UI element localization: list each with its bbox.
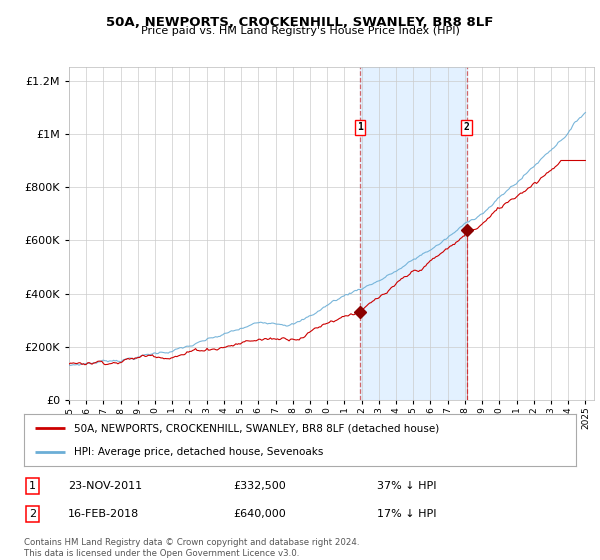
Bar bbox=[360, 67, 467, 400]
Text: £640,000: £640,000 bbox=[234, 509, 287, 519]
Text: Price paid vs. HM Land Registry's House Price Index (HPI): Price paid vs. HM Land Registry's House … bbox=[140, 26, 460, 36]
Text: 23-NOV-2011: 23-NOV-2011 bbox=[68, 480, 142, 491]
Text: 17% ↓ HPI: 17% ↓ HPI bbox=[377, 509, 437, 519]
Text: 1: 1 bbox=[29, 480, 36, 491]
Text: 1: 1 bbox=[357, 122, 363, 132]
Text: 50A, NEWPORTS, CROCKENHILL, SWANLEY, BR8 8LF: 50A, NEWPORTS, CROCKENHILL, SWANLEY, BR8… bbox=[106, 16, 494, 29]
Text: £332,500: £332,500 bbox=[234, 480, 287, 491]
Text: 2: 2 bbox=[464, 122, 470, 132]
Text: 2: 2 bbox=[29, 509, 36, 519]
Text: 16-FEB-2018: 16-FEB-2018 bbox=[68, 509, 139, 519]
Text: HPI: Average price, detached house, Sevenoaks: HPI: Average price, detached house, Seve… bbox=[74, 447, 323, 457]
Text: 37% ↓ HPI: 37% ↓ HPI bbox=[377, 480, 437, 491]
Text: 50A, NEWPORTS, CROCKENHILL, SWANLEY, BR8 8LF (detached house): 50A, NEWPORTS, CROCKENHILL, SWANLEY, BR8… bbox=[74, 423, 439, 433]
Text: Contains HM Land Registry data © Crown copyright and database right 2024.
This d: Contains HM Land Registry data © Crown c… bbox=[24, 538, 359, 558]
